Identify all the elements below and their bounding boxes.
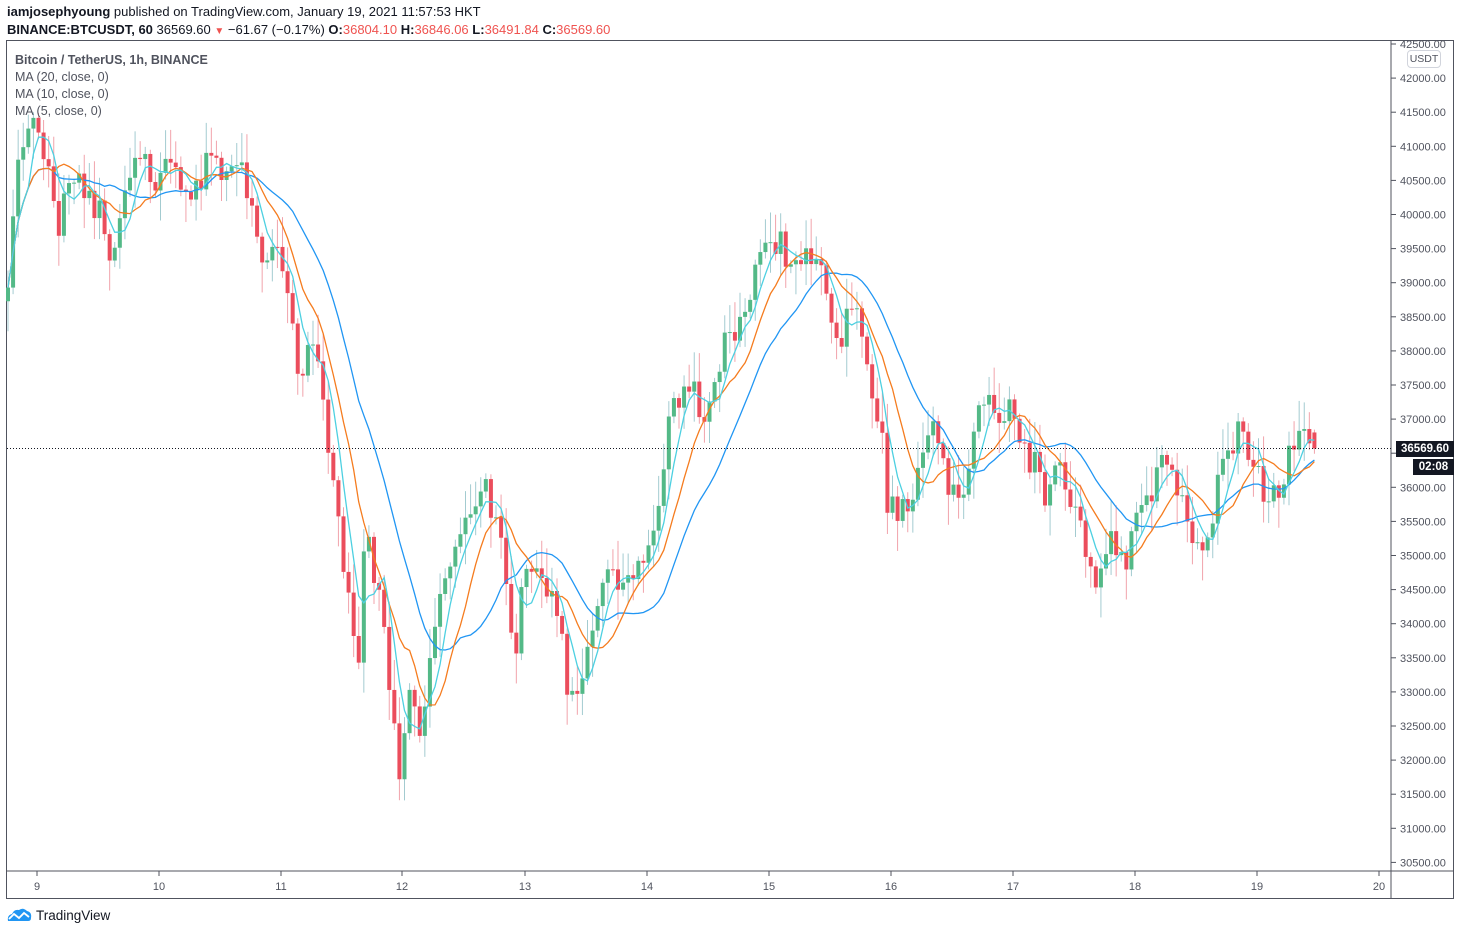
currency-badge[interactable]: USDT	[1407, 50, 1441, 68]
high-label: H:	[400, 22, 415, 37]
publication-info: iamjosephyoung published on TradingView.…	[7, 4, 481, 19]
price-change: −61.67 (−0.17%)	[227, 22, 325, 37]
price-axis-label: 40000.00	[1400, 210, 1446, 222]
tradingview-cloud-icon	[7, 908, 32, 921]
ma20-line[interactable]	[7, 167, 1315, 651]
low-value: 36491.84	[484, 22, 539, 37]
open-label: O:	[328, 22, 343, 37]
legend-title: Bitcoin / TetherUS, 1h, BINANCE	[15, 53, 208, 67]
close-label: C:	[542, 22, 557, 37]
time-axis-label: 20	[1373, 881, 1385, 893]
author-name[interactable]: iamjosephyoung	[7, 4, 111, 19]
low-label: L:	[472, 22, 485, 37]
price-axis-label: 42500.00	[1400, 39, 1446, 51]
price-axis-label: 37000.00	[1400, 414, 1446, 426]
bar-countdown: 02:08	[1413, 459, 1454, 475]
price-axis-label: 31000.00	[1400, 823, 1446, 835]
chart-legend: Bitcoin / TetherUS, 1h, BINANCE MA (20, …	[15, 52, 208, 120]
time-axis-label: 9	[34, 881, 40, 893]
brand-name: TradingView	[36, 907, 111, 923]
price-axis-label: 32000.00	[1400, 755, 1446, 767]
price-axis-label: 33500.00	[1400, 653, 1446, 665]
price-axis-label: 33000.00	[1400, 687, 1446, 699]
time-axis-label: 13	[519, 881, 531, 893]
ma5-line[interactable]	[7, 136, 1315, 730]
open-value: 36804.10	[342, 22, 398, 37]
price-axis-label: 35500.00	[1400, 516, 1446, 528]
ma10-line[interactable]	[7, 163, 1315, 706]
published-text: published on TradingView.com, January 19…	[113, 4, 481, 19]
price-axis-label: 31500.00	[1400, 789, 1446, 801]
time-axis-label: 15	[763, 881, 775, 893]
time-axis-label: 14	[641, 881, 653, 893]
time-axis-label: 18	[1129, 881, 1141, 893]
price-axis-label: 42000.00	[1400, 73, 1446, 85]
price-axis-label: 40500.00	[1400, 175, 1446, 187]
price-axis-label: 38000.00	[1400, 346, 1446, 358]
price-axis-label: 35000.00	[1400, 551, 1446, 563]
price-axis-label: 34000.00	[1400, 619, 1446, 631]
time-axis-label: 16	[885, 881, 897, 893]
time-axis-label: 17	[1007, 881, 1019, 893]
symbol-name: BINANCE:BTCUSDT, 60	[7, 22, 153, 37]
down-arrow-icon: ▼	[214, 26, 225, 37]
price-axis-label: 39000.00	[1400, 278, 1446, 290]
last-price-tag: 36569.60	[1396, 441, 1454, 457]
price-axis-label: 30500.00	[1400, 857, 1446, 869]
price-axis-label: 34500.00	[1400, 585, 1446, 597]
close-value: 36569.60	[556, 22, 611, 37]
candles	[6, 112, 1317, 801]
last-price: 36569.60	[156, 22, 211, 37]
price-axis-label: 38500.00	[1400, 312, 1446, 324]
high-value: 36846.06	[414, 22, 469, 37]
price-axis-label: 32500.00	[1400, 721, 1446, 733]
price-axis-label: 37500.00	[1400, 380, 1446, 392]
price-axis-label: 41000.00	[1400, 141, 1446, 153]
tradingview-logo[interactable]: TradingView	[6, 907, 110, 923]
legend-ma10[interactable]: MA (10, close, 0)	[15, 87, 109, 101]
price-axis-label: 41500.00	[1400, 107, 1446, 119]
legend-ma20[interactable]: MA (20, close, 0)	[15, 70, 109, 84]
price-axis-label: 39500.00	[1400, 244, 1446, 256]
price-axis-label: 36000.00	[1400, 482, 1446, 494]
time-axis-label: 19	[1251, 881, 1263, 893]
legend-ma5[interactable]: MA (5, close, 0)	[15, 104, 102, 118]
time-axis-label: 11	[275, 881, 286, 893]
symbol-summary: BINANCE:BTCUSDT, 60 36569.60 ▼ −61.67 (−…	[7, 22, 610, 37]
time-axis-label: 12	[396, 881, 408, 893]
time-axis-label: 10	[153, 881, 165, 893]
